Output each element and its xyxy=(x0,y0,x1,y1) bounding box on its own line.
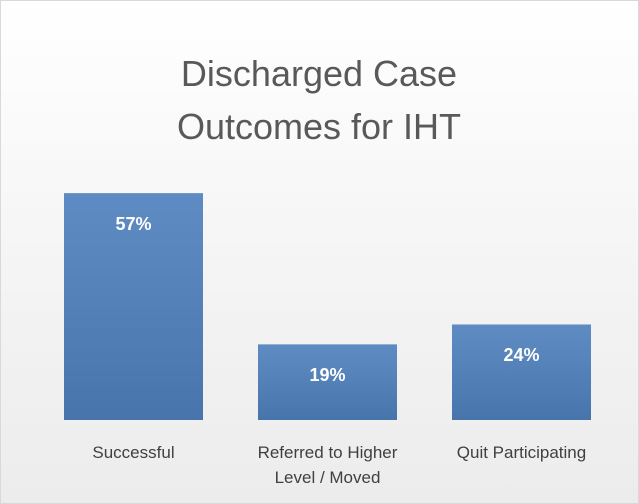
x-tick-label: Quit Participating xyxy=(456,443,587,462)
chart-title: Discharged Case Outcomes for IHT xyxy=(176,53,462,147)
value-label: 57% xyxy=(115,214,151,234)
x-tick-label: Referred to Higher Level / Moved xyxy=(257,443,398,487)
bar-shade xyxy=(64,193,203,420)
value-label: 19% xyxy=(309,365,345,385)
value-label: 24% xyxy=(503,345,539,365)
bar-shade xyxy=(258,344,397,420)
x-tick-label: Successful xyxy=(92,443,175,462)
bar-shade xyxy=(452,324,591,420)
